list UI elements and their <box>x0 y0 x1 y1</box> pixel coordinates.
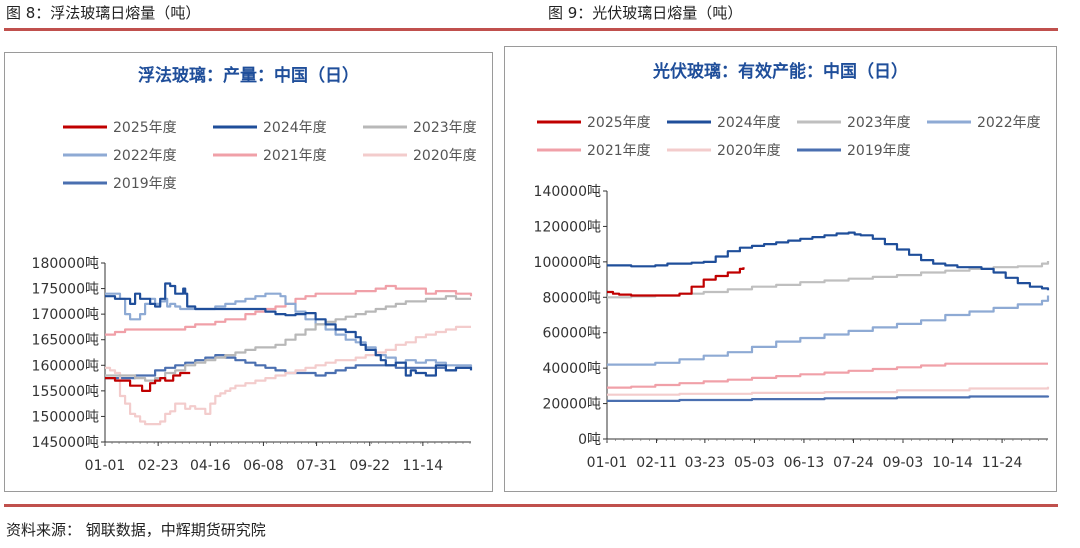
x-tick-label: 07-24 <box>833 455 874 471</box>
y-tick-label: 160000吨 <box>32 358 99 374</box>
x-tick-label: 02-11 <box>636 455 677 471</box>
series-line-2021年度 <box>607 362 1048 389</box>
y-tick-label: 40000吨 <box>542 361 601 377</box>
figure-9-caption: 图 9：光伏玻璃日熔量（吨） <box>548 4 743 22</box>
series-line-2020年度 <box>105 325 471 426</box>
y-tick-label: 155000吨 <box>32 384 99 400</box>
legend-label: 2022年度 <box>113 148 177 164</box>
legend-label: 2019年度 <box>847 143 911 159</box>
series-line-2024年度 <box>607 231 1050 291</box>
legend-label: 2021年度 <box>587 143 651 159</box>
series-line-2024年度 <box>105 282 473 377</box>
chart-title: 浮法玻璃：产量：中国（日） <box>138 65 359 86</box>
legend-label: 2022年度 <box>977 115 1041 131</box>
y-tick-label: 60000吨 <box>542 326 601 342</box>
y-tick-label: 180000吨 <box>32 256 99 272</box>
legend-label: 2025年度 <box>113 120 177 136</box>
figure-8-caption: 图 8：浮法玻璃日熔量（吨） <box>6 4 201 22</box>
y-tick-label: 80000吨 <box>542 290 601 306</box>
series-line-2025年度 <box>105 371 191 392</box>
source-note: 资料来源： 钢联数据，中辉期货研究院 <box>6 521 266 539</box>
x-tick-label: 11-14 <box>403 458 444 474</box>
y-tick-label: 120000吨 <box>534 219 601 235</box>
y-tick-label: 145000吨 <box>32 435 99 451</box>
top-divider <box>4 28 1058 31</box>
legend-label: 2024年度 <box>263 120 327 136</box>
legend-label: 2019年度 <box>113 176 177 192</box>
legend-label: 2020年度 <box>717 143 781 159</box>
x-tick-label: 11-24 <box>982 455 1023 471</box>
x-tick-label: 09-03 <box>883 455 924 471</box>
bottom-divider <box>4 504 1058 507</box>
series-line-2022年度 <box>607 295 1050 366</box>
y-tick-label: 100000吨 <box>534 255 601 271</box>
legend-label: 2021年度 <box>263 148 327 164</box>
y-tick-label: 175000吨 <box>32 282 99 298</box>
x-tick-label: 03-23 <box>685 455 726 471</box>
chart-panel-pv-glass: 光伏玻璃：有效产能：中国（日） 2025年度 2024年度 2023年度 2022年度 2… <box>504 46 1057 492</box>
chart-panel-float-glass: 浮法玻璃：产量：中国（日） 2025年度 2024年度 2023年度 2022年度 202… <box>4 52 493 492</box>
y-tick-label: 150000吨 <box>32 409 99 425</box>
x-tick-label: 06-13 <box>784 455 825 471</box>
x-tick-label: 01-01 <box>587 455 628 471</box>
pv-glass-chart: 光伏玻璃：有效产能：中国（日） 2025年度 2024年度 2023年度 2022年度 2… <box>534 61 1050 471</box>
legend-label: 2020年度 <box>413 148 477 164</box>
y-tick-label: 0吨 <box>578 432 601 448</box>
x-tick-label: 10-14 <box>932 455 973 471</box>
series-line-2019年度 <box>105 354 471 380</box>
x-tick-label: 05-03 <box>734 455 775 471</box>
y-tick-label: 165000吨 <box>32 333 99 349</box>
y-tick-label: 170000吨 <box>32 307 99 323</box>
series-line-2025年度 <box>607 267 745 297</box>
x-tick-label: 04-16 <box>190 458 231 474</box>
y-tick-label: 20000吨 <box>542 397 601 413</box>
x-tick-label: 06-08 <box>243 458 284 474</box>
series-line-2020年度 <box>607 386 1050 396</box>
y-tick-label: 140000吨 <box>534 184 601 200</box>
legend-label: 2024年度 <box>717 115 781 131</box>
legend-label: 2023年度 <box>847 115 911 131</box>
legend-label: 2023年度 <box>413 120 477 136</box>
series-line-2021年度 <box>105 284 473 336</box>
series-line-2019年度 <box>607 395 1050 402</box>
float-glass-chart: 浮法玻璃：产量：中国（日） 2025年度 2024年度 2023年度 2022年度 202… <box>32 65 477 474</box>
series-line-2023年度 <box>105 295 471 382</box>
x-tick-label: 01-01 <box>85 458 126 474</box>
x-tick-label: 07-31 <box>296 458 337 474</box>
legend-label: 2025年度 <box>587 115 651 131</box>
x-tick-label: 02-23 <box>138 458 179 474</box>
x-tick-label: 09-22 <box>349 458 390 474</box>
chart-title: 光伏玻璃：有效产能：中国（日） <box>652 61 908 82</box>
